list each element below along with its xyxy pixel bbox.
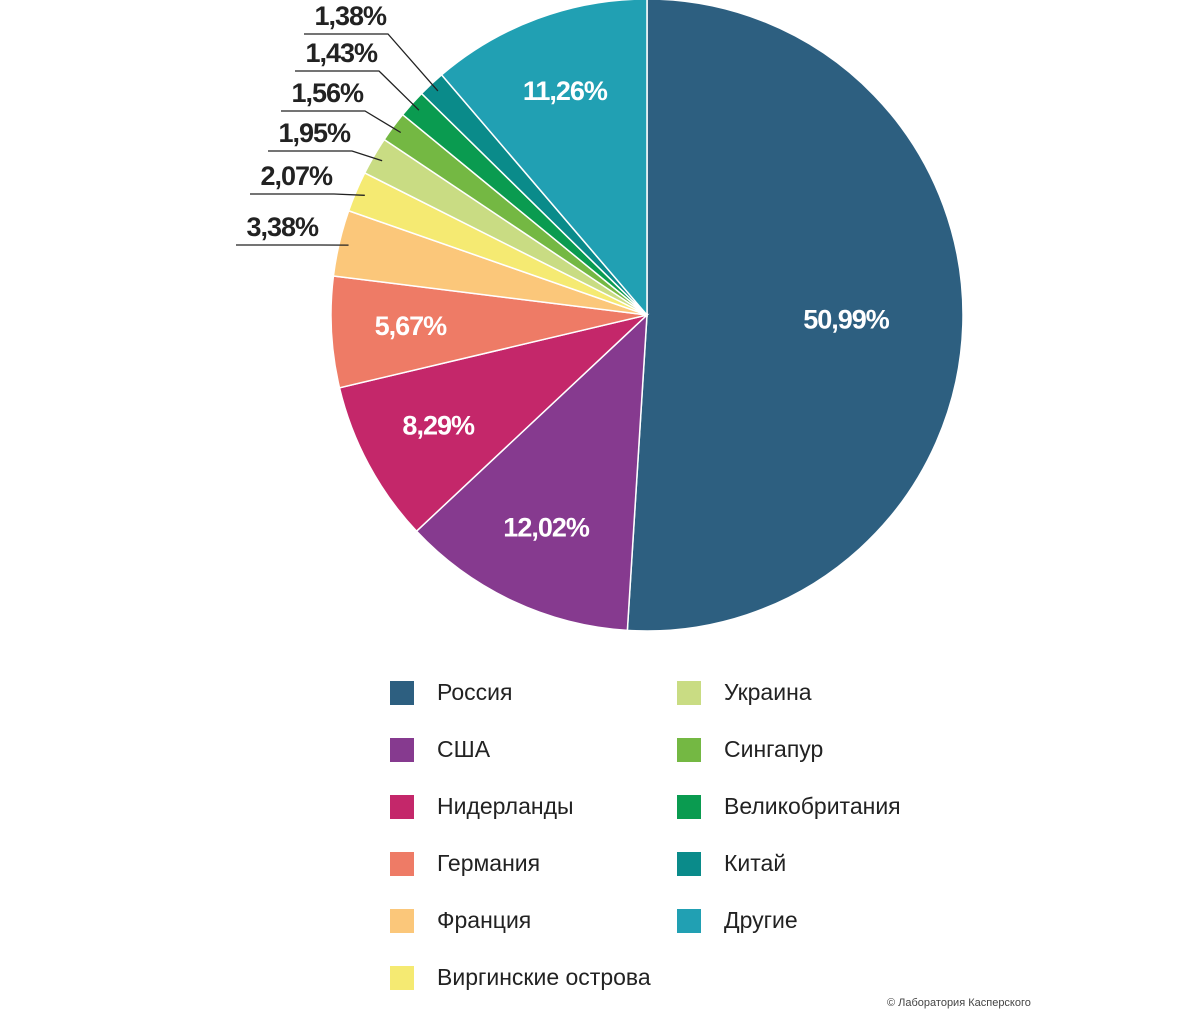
leader-line: [281, 110, 402, 134]
legend-swatch: [390, 681, 414, 705]
legend-swatch: [390, 909, 414, 933]
value-label: 8,29%: [402, 410, 475, 440]
pie-slice: [440, 0, 648, 318]
value-label: 11,26%: [523, 76, 608, 106]
value-label: 2,07%: [260, 161, 333, 191]
leader-line: [304, 33, 439, 92]
legend-label: США: [437, 736, 491, 762]
value-label: 1,43%: [305, 38, 378, 68]
legend-swatch: [677, 852, 701, 876]
legend-label: Китай: [724, 850, 786, 876]
value-label: 5,67%: [375, 311, 448, 341]
leader-line: [295, 70, 420, 111]
value-label: 12,02%: [503, 513, 590, 543]
credit: © Лаборатория Касперского: [887, 997, 1031, 1009]
legend-label: Великобритания: [724, 793, 901, 819]
legend-label: Германия: [437, 850, 540, 876]
legend-swatch: [677, 738, 701, 762]
pie-slice: [415, 313, 648, 632]
legend-label: Россия: [437, 679, 512, 705]
leader-line: [268, 150, 383, 162]
legend-label: Виргинские острова: [437, 964, 651, 990]
legend-label: Другие: [724, 907, 798, 933]
legend-swatch: [390, 852, 414, 876]
value-label: 3,38%: [246, 212, 319, 242]
leader-line: [250, 193, 365, 196]
legend-swatch: [677, 909, 701, 933]
legend-label: Украина: [724, 679, 812, 705]
value-label: 1,95%: [278, 118, 351, 148]
value-label: 1,56%: [291, 78, 364, 108]
legend-swatch: [677, 681, 701, 705]
legend-label: Франция: [437, 907, 531, 933]
legend-swatch: [390, 966, 414, 990]
value-label: 50,99%: [803, 304, 890, 334]
pie-slice: [338, 313, 650, 533]
legend-label: Сингапур: [724, 736, 823, 762]
legend-swatch: [390, 738, 414, 762]
value-label: 1,38%: [314, 1, 387, 31]
legend-swatch: [390, 795, 414, 819]
legend-swatch: [677, 795, 701, 819]
legend-label: Нидерланды: [437, 793, 574, 819]
pie-slice: [626, 0, 964, 632]
